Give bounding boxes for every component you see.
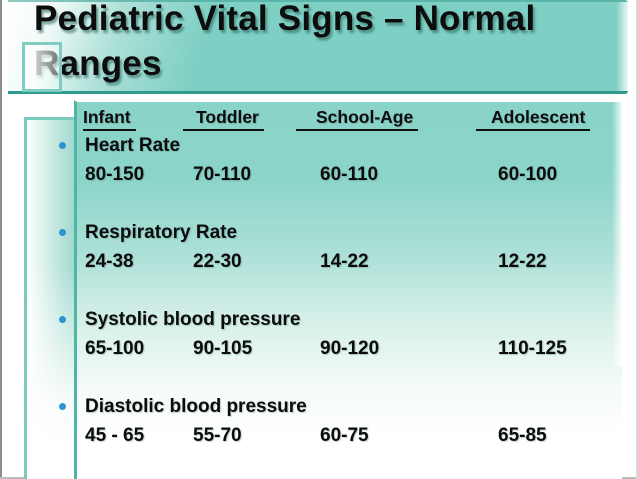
vital-value-infant: 65-100	[85, 338, 145, 359]
vital-sign-label: Diastolic blood pressure	[85, 396, 307, 417]
vital-sign-label: Systolic blood pressure	[85, 309, 301, 330]
vital-value-toddler: 90-105	[193, 338, 253, 359]
vital-value-school-age: 14-22	[320, 251, 369, 272]
left-edge-line	[0, 0, 2, 479]
vital-label-row: Respiratory Rate	[59, 218, 622, 247]
vital-values-row: 24-38 22-30 14-22 12-22	[77, 247, 622, 276]
vital-value-adolescent: 60-100	[498, 164, 558, 185]
vital-label-row: Systolic blood pressure	[59, 305, 622, 334]
vital-value-school-age: 60-110	[320, 164, 379, 185]
page-title: Pediatric Vital Signs – Normal Ranges	[34, 0, 628, 86]
page-title-line-2: Ranges	[34, 44, 162, 83]
vital-value-infant: 45 - 65	[85, 425, 145, 446]
bullet-dot-icon	[59, 316, 66, 323]
vital-sign-label: Heart Rate	[85, 135, 181, 156]
vital-label-row: Diastolic blood pressure	[59, 392, 622, 421]
vital-value-infant: 24-38	[85, 251, 134, 272]
page-title-line-1: Pediatric Vital Signs – Normal	[34, 0, 536, 38]
vital-values-row: 65-100 90-105 90-120 110-125	[77, 334, 622, 363]
vital-value-adolescent: 110-125	[498, 338, 567, 359]
vital-sign-group: Respiratory Rate 24-38 22-30 14-22 12-22	[59, 218, 622, 276]
column-header-adolescent: Adolescent	[476, 107, 622, 131]
decorative-square	[22, 42, 62, 92]
vital-values-row: 80-150 70-110 60-110 60-100	[77, 160, 622, 189]
column-header-school-age: School-Age	[296, 107, 476, 131]
vital-value-toddler: 22-30	[193, 251, 242, 272]
column-header-row: Infant Toddler School-Age Adolescent	[77, 105, 622, 131]
vital-value-school-age: 60-75	[320, 425, 369, 446]
vital-sign-group: Systolic blood pressure 65-100 90-105 90…	[59, 305, 622, 363]
vital-sign-label: Respiratory Rate	[85, 222, 238, 243]
column-header-infant: Infant	[77, 107, 183, 131]
vital-value-school-age: 90-120	[320, 338, 380, 359]
right-edge-line	[636, 0, 638, 479]
vital-value-toddler: 70-110	[193, 164, 252, 185]
title-block: Pediatric Vital Signs – Normal Ranges	[8, 0, 628, 94]
bullet-dot-icon	[59, 142, 66, 149]
bullet-dot-icon	[59, 229, 66, 236]
column-header-toddler: Toddler	[183, 107, 296, 131]
bullet-dot-icon	[59, 403, 66, 410]
vital-value-adolescent: 65-85	[498, 425, 547, 446]
vital-sign-group: Heart Rate 80-150 70-110 60-110 60-100	[59, 131, 622, 189]
vital-value-infant: 80-150	[85, 164, 145, 185]
vital-value-toddler: 55-70	[193, 425, 242, 446]
vital-values-row: 45 - 65 55-70 60-75 65-85	[77, 421, 622, 450]
vital-value-adolescent: 12-22	[498, 251, 547, 272]
vital-label-row: Heart Rate	[59, 131, 622, 160]
vital-sign-group: Diastolic blood pressure 45 - 65 55-70 6…	[59, 392, 622, 450]
vital-groups: Heart Rate 80-150 70-110 60-110 60-100 R…	[59, 131, 622, 450]
content-panel: Infant Toddler School-Age Adolescent Hea…	[59, 100, 622, 479]
